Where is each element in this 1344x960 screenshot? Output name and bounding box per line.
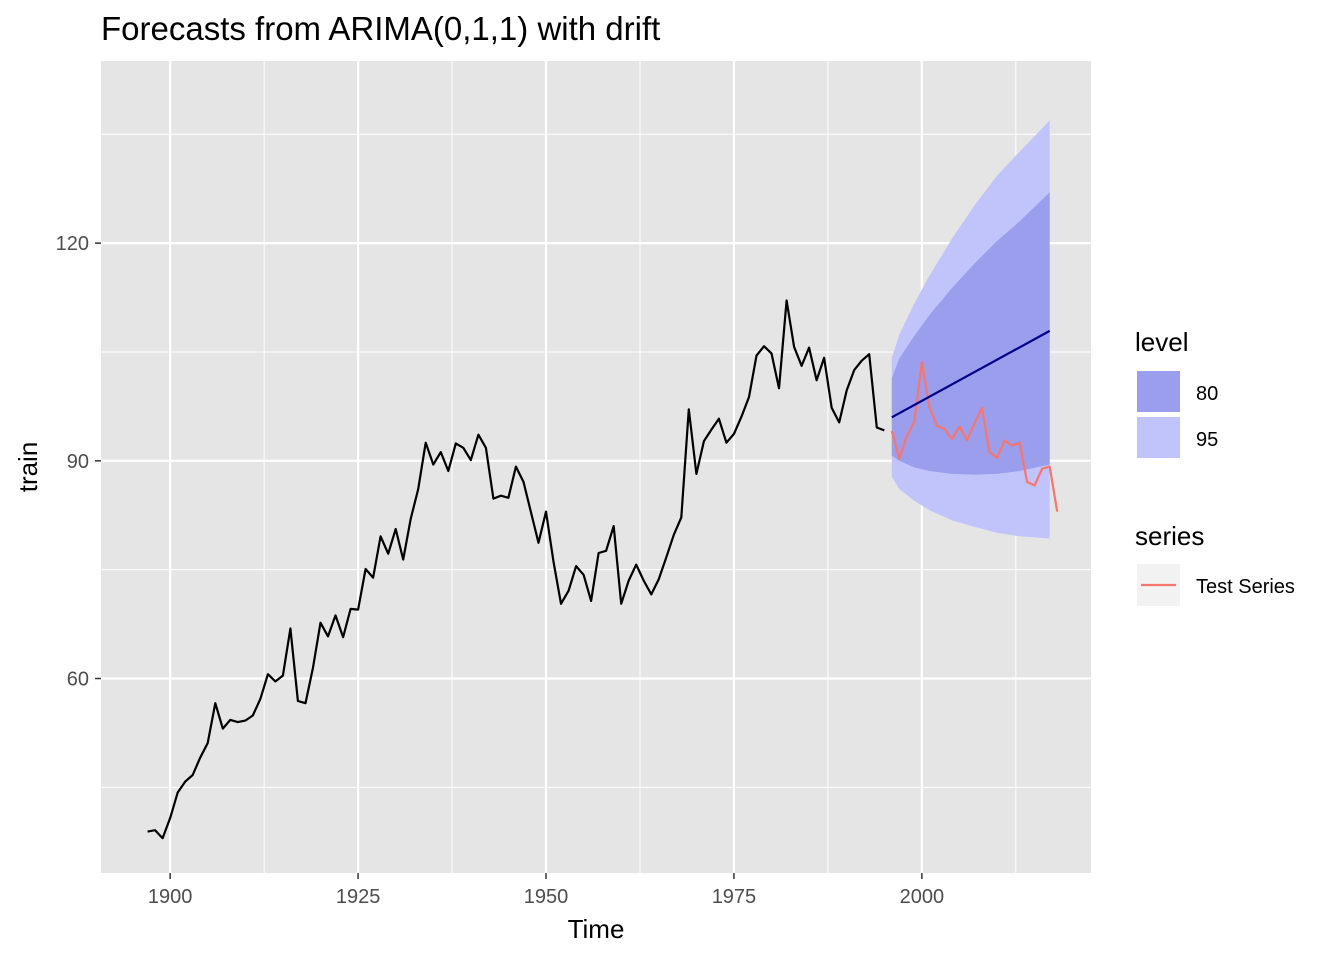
- minor-gridlines: [101, 61, 1091, 873]
- legend-series-title: series: [1135, 521, 1204, 551]
- interval-band-80: [891, 192, 1050, 475]
- y-axis-title: train: [13, 442, 43, 493]
- series-lines: [147, 299, 1059, 840]
- x-axis-title: Time: [568, 914, 625, 944]
- test-series-line: [890, 361, 1059, 512]
- x-tick-label: 1900: [148, 886, 193, 908]
- y-tick-label: 60: [67, 669, 89, 691]
- legend-level-80-key: [1137, 371, 1180, 412]
- train-line: [147, 299, 885, 840]
- x-tick-label: 1950: [524, 886, 569, 908]
- chart-title: Forecasts from ARIMA(0,1,1) with drift: [101, 10, 660, 47]
- legend-level-title: level: [1135, 327, 1188, 357]
- x-tick-label: 2000: [900, 886, 945, 908]
- y-axis: 60 90 120: [56, 233, 101, 691]
- legend-test-series-label: Test Series: [1196, 576, 1295, 598]
- y-tick-label: 120: [56, 233, 89, 255]
- prediction-intervals: [891, 120, 1050, 539]
- legend-level-95-label: 95: [1196, 429, 1218, 451]
- x-tick-label: 1975: [712, 886, 757, 908]
- point-forecast-line: [891, 329, 1051, 419]
- y-tick-label: 90: [67, 451, 89, 473]
- x-axis: 1900 1925 1950 1975 2000: [148, 873, 944, 908]
- legend-level-80-label: 80: [1196, 383, 1218, 405]
- x-tick-label: 1925: [336, 886, 381, 908]
- legend: level 80 95 series Test Series: [1135, 327, 1295, 606]
- legend-level-95-key: [1137, 417, 1180, 458]
